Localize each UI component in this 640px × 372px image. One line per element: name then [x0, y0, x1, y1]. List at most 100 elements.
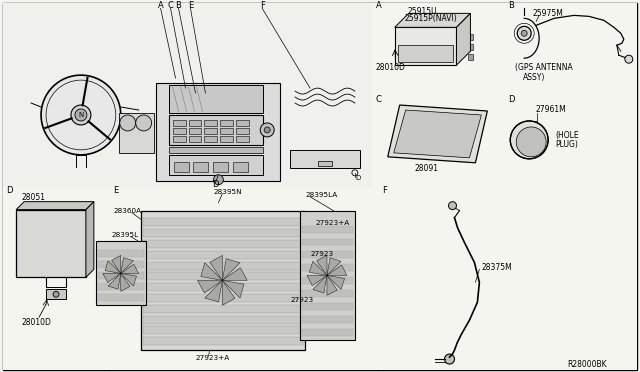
Bar — [109, 187, 378, 370]
Text: (GPS ANTENNA: (GPS ANTENNA — [515, 62, 573, 72]
Text: PLUG): PLUG) — [555, 140, 578, 150]
Polygon shape — [395, 13, 470, 27]
Text: 28010D: 28010D — [376, 62, 406, 72]
Text: 25915U: 25915U — [408, 7, 437, 16]
Circle shape — [101, 253, 141, 293]
Circle shape — [116, 268, 125, 278]
Text: A: A — [376, 1, 381, 10]
Circle shape — [521, 30, 527, 36]
Circle shape — [213, 175, 223, 185]
Bar — [19, 224, 27, 237]
Bar — [189, 128, 202, 134]
Circle shape — [517, 26, 531, 40]
Polygon shape — [302, 316, 353, 323]
Bar — [236, 136, 249, 142]
Polygon shape — [11, 88, 111, 145]
Polygon shape — [143, 240, 303, 248]
Bar — [290, 150, 360, 168]
Text: 25915P(NAVI): 25915P(NAVI) — [404, 14, 458, 23]
Polygon shape — [96, 241, 146, 305]
Text: 28375M: 28375M — [481, 263, 512, 272]
Polygon shape — [302, 238, 353, 246]
Polygon shape — [285, 83, 368, 185]
Text: D: D — [212, 180, 219, 189]
Circle shape — [445, 354, 454, 364]
Text: A: A — [157, 1, 163, 10]
Circle shape — [449, 202, 456, 210]
Text: 28395L: 28395L — [112, 231, 139, 238]
Polygon shape — [143, 251, 303, 259]
Polygon shape — [394, 110, 481, 158]
Polygon shape — [105, 261, 121, 273]
Polygon shape — [210, 256, 222, 280]
Bar — [173, 120, 186, 126]
Bar — [3, 3, 372, 187]
Polygon shape — [222, 280, 235, 305]
Bar — [173, 136, 186, 142]
Polygon shape — [222, 268, 247, 280]
Polygon shape — [121, 258, 134, 273]
Polygon shape — [302, 329, 353, 336]
Bar — [173, 162, 189, 172]
Polygon shape — [98, 262, 143, 268]
Bar — [397, 45, 454, 62]
Text: ASSY): ASSY) — [524, 73, 545, 81]
Bar — [19, 246, 27, 259]
Bar — [204, 136, 218, 142]
Polygon shape — [302, 278, 353, 284]
Circle shape — [214, 272, 230, 288]
Text: B: B — [508, 1, 514, 10]
Text: E: E — [188, 1, 193, 10]
Circle shape — [516, 127, 546, 157]
Circle shape — [53, 291, 59, 297]
Polygon shape — [317, 256, 327, 275]
Text: 27923: 27923 — [290, 297, 313, 303]
Polygon shape — [222, 280, 244, 298]
Polygon shape — [16, 210, 86, 278]
Text: N: N — [78, 112, 84, 118]
Polygon shape — [103, 273, 121, 282]
Text: B: B — [175, 1, 182, 10]
Bar — [168, 155, 263, 175]
Text: 27923+A: 27923+A — [195, 355, 230, 361]
Text: D: D — [508, 94, 515, 103]
Bar — [204, 120, 218, 126]
Bar — [468, 34, 474, 40]
Text: 27961M: 27961M — [535, 105, 566, 113]
Circle shape — [510, 121, 548, 159]
Bar — [372, 3, 504, 95]
Polygon shape — [143, 229, 303, 237]
Polygon shape — [98, 283, 143, 290]
Bar — [46, 289, 66, 299]
Polygon shape — [205, 280, 222, 302]
Bar — [504, 95, 637, 187]
Polygon shape — [327, 275, 337, 295]
Polygon shape — [222, 259, 240, 280]
Bar — [168, 115, 263, 145]
Bar — [468, 54, 474, 60]
Polygon shape — [111, 256, 121, 273]
Bar — [504, 3, 637, 95]
Text: R28000BK: R28000BK — [567, 359, 607, 369]
Text: D: D — [356, 175, 361, 181]
Polygon shape — [143, 337, 303, 345]
Bar — [372, 95, 504, 187]
Text: F: F — [260, 1, 265, 10]
Bar — [378, 187, 637, 370]
Polygon shape — [307, 275, 327, 286]
Polygon shape — [108, 273, 121, 289]
Polygon shape — [121, 264, 139, 273]
Bar — [236, 120, 249, 126]
Text: E: E — [113, 186, 118, 195]
Polygon shape — [143, 283, 303, 291]
Polygon shape — [300, 211, 355, 340]
Bar — [119, 113, 154, 153]
Polygon shape — [198, 280, 222, 293]
Polygon shape — [143, 294, 303, 302]
Bar — [234, 162, 248, 172]
Text: 28395N: 28395N — [213, 189, 242, 195]
Circle shape — [136, 115, 152, 131]
Text: C: C — [168, 1, 173, 10]
Polygon shape — [456, 13, 470, 65]
Text: D: D — [6, 186, 13, 195]
